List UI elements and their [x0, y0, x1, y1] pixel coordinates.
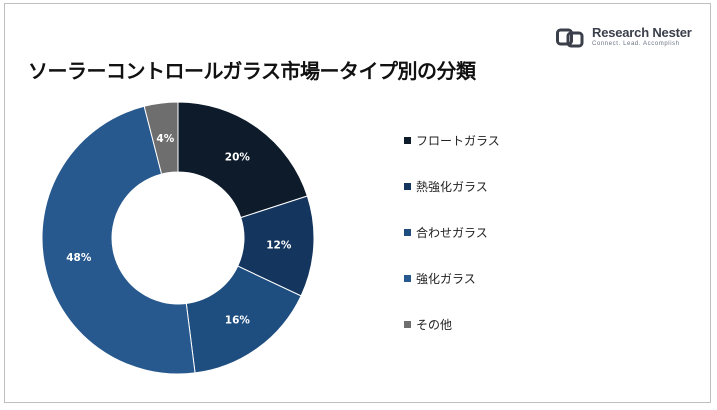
logo-tagline: Connect. Lead. Accomplish: [592, 41, 680, 47]
logo-mark-icon: [556, 28, 584, 48]
legend-item-heat-strengthened-glass: 熱強化ガラス: [404, 178, 488, 195]
legend-item-laminated-glass: 合わせガラス: [404, 224, 488, 241]
legend-swatch: [404, 229, 411, 236]
legend-swatch: [404, 183, 411, 190]
data-label-other: 4%: [156, 133, 174, 145]
legend-item-tempered-glass: 強化ガラス: [404, 270, 476, 287]
slice-tempered-glass: [41, 105, 196, 375]
slice-float-glass: [177, 101, 308, 219]
legend-item-float-glass: フロートガラス: [404, 132, 500, 149]
data-label-float-glass: 20%: [225, 151, 251, 163]
logo-name: Research Nester: [592, 25, 692, 40]
legend-item-other: その他: [404, 316, 452, 333]
legend-label: 熱強化ガラス: [416, 180, 488, 194]
data-label-heat-strengthened-glass: 12%: [266, 239, 292, 251]
legend-label: フロートガラス: [416, 134, 500, 148]
data-label-tempered-glass: 48%: [66, 252, 92, 264]
legend-swatch: [404, 137, 411, 144]
legend-label: 合わせガラス: [416, 226, 488, 240]
data-label-laminated-glass: 16%: [225, 315, 251, 327]
legend-swatch: [404, 275, 411, 282]
slice-laminated-glass: [185, 265, 302, 374]
chart-title: ソーラーコントロールガラス市場ータイプ別の分類: [28, 59, 476, 83]
research-nester-logo: Research Nester Connect. Lead. Accomplis…: [556, 26, 692, 48]
legend-label: その他: [416, 318, 453, 332]
slice-other: [143, 101, 179, 175]
legend-swatch: [404, 321, 411, 328]
legend-label: 強化ガラス: [416, 272, 476, 286]
